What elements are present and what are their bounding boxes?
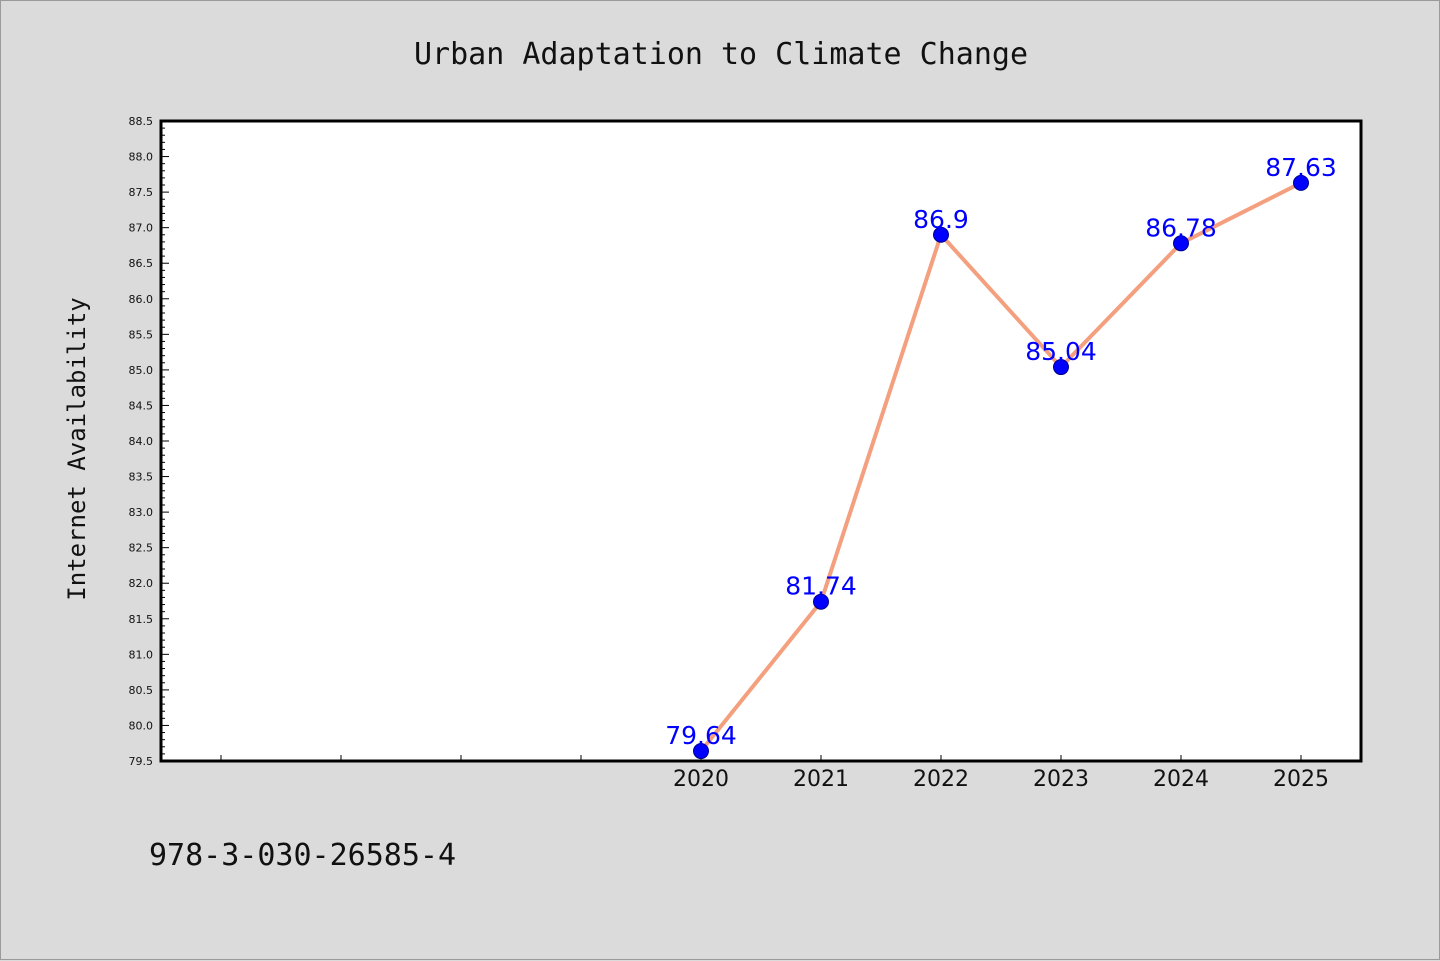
x-tick-label: 2020 [673,767,729,792]
y-tick-label: 85.0 [129,364,154,377]
x-tick-label: 2023 [1033,767,1089,792]
data-label: 86.9 [913,205,969,234]
data-label: 87.63 [1265,153,1337,182]
x-tick-label: 2021 [793,767,849,792]
y-tick-label: 82.5 [129,542,154,555]
y-tick-label: 84.5 [129,399,154,412]
series-line [699,180,1303,754]
y-tick-label: 88.0 [129,151,154,164]
y-tick-label: 87.5 [129,186,154,199]
y-tick-label: 82.0 [129,577,154,590]
y-tick-label: 88.5 [129,115,154,128]
data-point [1053,359,1069,376]
data-label: 85.04 [1025,337,1097,366]
y-tick-label: 86.5 [129,257,154,270]
isbn-footer: 978-3-030-26585-4 [149,838,456,873]
x-tick-label: 2024 [1153,767,1209,792]
y-tick-label: 80.5 [129,684,154,697]
data-point [1293,174,1309,191]
y-tick-label: 80.0 [129,719,154,732]
y-tick-label: 87.0 [129,222,154,235]
data-label: 86.78 [1145,213,1217,242]
data-point [1173,235,1189,252]
y-tick-label: 86.0 [129,293,154,306]
y-tick-label: 83.5 [129,471,154,484]
y-tick-label: 85.5 [129,328,154,341]
y-tick-label: 81.0 [129,648,154,661]
data-label: 81.74 [785,572,857,601]
axis-ticks: 79.5 80.0 80.5 81.0 81.5 82.0 82.5 83.0 83.5 84.0… [129,115,1330,792]
y-axis-label: Internet Availability [63,297,91,600]
data-point [693,743,709,760]
y-tick-label: 83.0 [129,506,154,519]
data-point [813,593,829,610]
y-tick-label: 84.0 [129,435,154,448]
y-tick-label: 81.5 [129,613,154,626]
data-point [933,226,949,243]
plot-layer: 79.64 81.74 86.9 85.04 86.78 87.63 [665,153,1337,760]
y-tick-label: 79.5 [129,755,154,768]
plot-area [159,119,1363,763]
x-tick-label: 2025 [1273,767,1329,792]
x-tick-label: 2022 [913,767,969,792]
chart-title: Urban Adaptation to Climate Change [414,37,1028,72]
data-label: 79.64 [665,721,737,750]
